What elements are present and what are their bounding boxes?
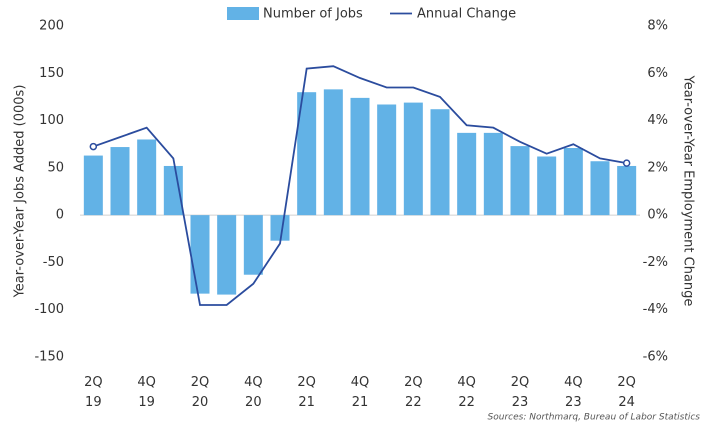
y2-tick-label: 8% — [647, 19, 668, 34]
bar — [243, 215, 263, 275]
y-tick-label: 150 — [39, 66, 64, 81]
legend-label: Number of Jobs — [263, 7, 363, 22]
bar — [83, 155, 103, 216]
x-tick-label: 4Q 22 — [457, 375, 476, 410]
y2-tick-label: -2% — [643, 255, 668, 270]
bar — [323, 89, 343, 216]
line-marker — [89, 142, 98, 151]
y2-tick-label: 6% — [647, 66, 668, 81]
bar — [510, 146, 530, 216]
y2-tick-label: 2% — [647, 160, 668, 175]
bar — [563, 147, 583, 216]
x-tick-label: 2Q 24 — [617, 375, 636, 410]
bar — [350, 97, 370, 216]
x-tick-label: 4Q 20 — [244, 375, 263, 410]
bar — [430, 109, 450, 216]
bar — [270, 215, 290, 241]
y-tick-label: -50 — [43, 255, 64, 270]
y-tick-label: 100 — [39, 113, 64, 128]
y2-tick-label: -4% — [643, 302, 668, 317]
source: Sources: Northmarq, Bureau of Labor Stat… — [488, 413, 701, 423]
y-tick-label: -150 — [34, 350, 64, 365]
bar — [217, 215, 237, 295]
x-tick-label: 2Q 22 — [404, 375, 423, 410]
bar — [377, 104, 397, 216]
x-tick-label: 2Q 20 — [191, 375, 210, 410]
bar — [590, 161, 610, 216]
bar — [537, 156, 557, 216]
line-marker — [622, 159, 631, 167]
bar — [617, 165, 637, 216]
bar — [403, 102, 423, 216]
bar — [137, 139, 157, 216]
bar — [190, 215, 210, 294]
x-tick-label: 2Q 21 — [297, 375, 316, 410]
y-tick-label: 200 — [39, 19, 64, 34]
y-tick-label: 50 — [47, 160, 64, 175]
y2-tick-label: 0% — [647, 208, 668, 223]
legend-label: Annual Change — [417, 7, 516, 22]
x-tick-label: 4Q 23 — [564, 375, 583, 410]
y2-axis-title: Year-over-Year Employment Change — [681, 75, 696, 307]
bar — [457, 132, 477, 216]
bar — [110, 147, 130, 216]
y-tick-label: -100 — [34, 302, 64, 317]
x-tick-label: 4Q 21 — [351, 375, 370, 410]
y-tick-label: 0 — [56, 208, 64, 223]
y-axis-title: Year-over-Year Jobs Added (000s) — [13, 85, 28, 299]
x-tick-label: 4Q 19 — [137, 375, 156, 410]
bar — [163, 165, 183, 216]
y2-tick-label: 4% — [647, 113, 668, 128]
legend-swatch — [227, 7, 259, 20]
bar — [297, 92, 317, 216]
line — [93, 65, 627, 306]
x-tick-label: 2Q 23 — [511, 375, 530, 410]
bar — [483, 132, 503, 216]
x-tick-label: 2Q 19 — [84, 375, 103, 410]
y2-tick-label: -6% — [643, 350, 668, 365]
